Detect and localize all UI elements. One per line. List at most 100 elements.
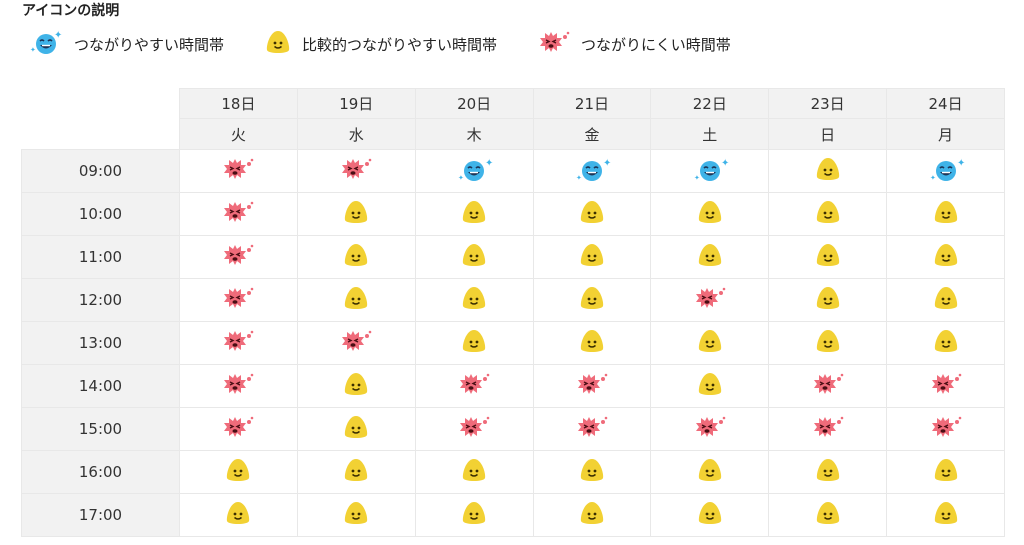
smile-face-icon	[264, 28, 302, 60]
status-cell: ✦ ✦	[650, 149, 770, 193]
svg-text:✦: ✦	[694, 174, 700, 182]
status-cell	[179, 321, 298, 365]
header-weekday: 日	[768, 118, 888, 150]
smile-face-icon	[696, 370, 724, 402]
header-corner	[21, 88, 180, 119]
status-cell: ✦ ✦	[532, 149, 652, 193]
legend-item-normal: 比較的つながりやすい時間帯	[264, 28, 497, 60]
smile-face-icon	[696, 241, 724, 273]
status-cell	[296, 321, 416, 365]
status-cell	[886, 235, 1005, 279]
smile-face-icon	[224, 456, 252, 488]
status-cell	[886, 493, 1005, 537]
spiky-sad-face-icon	[221, 198, 255, 230]
status-cell	[650, 364, 770, 408]
status-cell	[414, 321, 534, 365]
sparkle-happy-face-icon: ✦ ✦	[570, 155, 614, 187]
table-row: 09:00 ✦ ✦ ✦ ✦ ✦ ✦ ✦ ✦	[21, 149, 1005, 193]
status-cell	[886, 450, 1005, 494]
spiky-sad-face-icon	[929, 370, 963, 402]
smile-face-icon	[814, 327, 842, 359]
spiky-sad-face-icon	[221, 155, 255, 187]
spiky-sad-face-icon	[339, 155, 373, 187]
spiky-sad-face-icon	[221, 327, 255, 359]
status-cell	[179, 493, 298, 537]
status-cell: ✦ ✦	[414, 149, 534, 193]
icon-legend: ✦ ✦ つながりやすい時間帯 比較的つながりやすい時間帯	[28, 30, 771, 58]
legend-label-good: つながりやすい時間帯	[74, 35, 225, 54]
spiky-sad-face-icon	[693, 284, 727, 316]
status-cell	[414, 278, 534, 322]
status-cell	[532, 235, 652, 279]
header-date: 18日	[179, 88, 298, 119]
spiky-sad-face-icon	[575, 370, 609, 402]
smile-face-icon	[932, 499, 960, 531]
smile-face-icon	[932, 241, 960, 273]
time-label: 16:00	[21, 450, 180, 494]
status-cell	[532, 407, 652, 451]
spiky-sad-face-icon	[929, 413, 963, 445]
status-cell	[768, 364, 888, 408]
status-cell	[296, 278, 416, 322]
time-label: 12:00	[21, 278, 180, 322]
table-row: 15:00	[21, 407, 1005, 451]
smile-face-icon	[460, 499, 488, 531]
header-weekdays-row: 火水木金土日月	[21, 118, 1005, 150]
status-cell	[768, 235, 888, 279]
status-cell	[532, 364, 652, 408]
smile-face-icon	[932, 284, 960, 316]
table-row: 16:00	[21, 450, 1005, 494]
time-label: 13:00	[21, 321, 180, 365]
status-cell	[650, 192, 770, 236]
status-cell	[768, 450, 888, 494]
table-row: 17:00	[21, 493, 1005, 537]
status-cell	[296, 493, 416, 537]
svg-text:✦: ✦	[930, 174, 936, 182]
status-cell	[414, 235, 534, 279]
smile-face-icon	[578, 456, 606, 488]
status-cell	[650, 278, 770, 322]
status-cell	[179, 278, 298, 322]
status-cell	[768, 149, 888, 193]
smile-face-icon	[932, 327, 960, 359]
svg-text:✦: ✦	[721, 158, 729, 169]
header-corner	[21, 118, 180, 150]
status-cell	[886, 321, 1005, 365]
status-cell	[296, 235, 416, 279]
time-label: 15:00	[21, 407, 180, 451]
smile-face-icon	[696, 198, 724, 230]
smile-face-icon	[578, 241, 606, 273]
legend-label-normal: 比較的つながりやすい時間帯	[302, 35, 498, 54]
spiky-sad-face-icon	[575, 413, 609, 445]
status-cell	[650, 321, 770, 365]
status-cell	[296, 149, 416, 193]
smile-face-icon	[342, 456, 370, 488]
legend-title: アイコンの説明	[22, 3, 120, 19]
smile-face-icon	[460, 198, 488, 230]
table-row: 10:00	[21, 192, 1005, 236]
status-cell	[296, 407, 416, 451]
status-cell	[768, 278, 888, 322]
svg-text:✦: ✦	[485, 158, 493, 169]
smile-face-icon	[460, 284, 488, 316]
time-label: 10:00	[21, 192, 180, 236]
smile-face-icon	[696, 499, 724, 531]
smile-face-icon	[342, 413, 370, 445]
header-weekday: 木	[414, 118, 534, 150]
status-cell	[650, 450, 770, 494]
status-cell	[886, 278, 1005, 322]
status-cell	[414, 407, 534, 451]
smile-face-icon	[932, 456, 960, 488]
connectivity-schedule-table: 18日 19日 20日 21日 22日 23日 24日 火水木金土日月 09:00 ✦ ✦ ✦ ✦ ✦…	[21, 88, 1005, 537]
time-label: 14:00	[21, 364, 180, 408]
table-row: 14:00	[21, 364, 1005, 408]
svg-text:✦: ✦	[603, 158, 611, 169]
smile-face-icon	[814, 241, 842, 273]
smile-face-icon	[460, 327, 488, 359]
status-cell	[768, 407, 888, 451]
time-label: 17:00	[21, 493, 180, 537]
header-date: 21日	[532, 88, 652, 119]
spiky-sad-face-icon	[457, 413, 491, 445]
smile-face-icon	[460, 241, 488, 273]
time-label: 11:00	[21, 235, 180, 279]
